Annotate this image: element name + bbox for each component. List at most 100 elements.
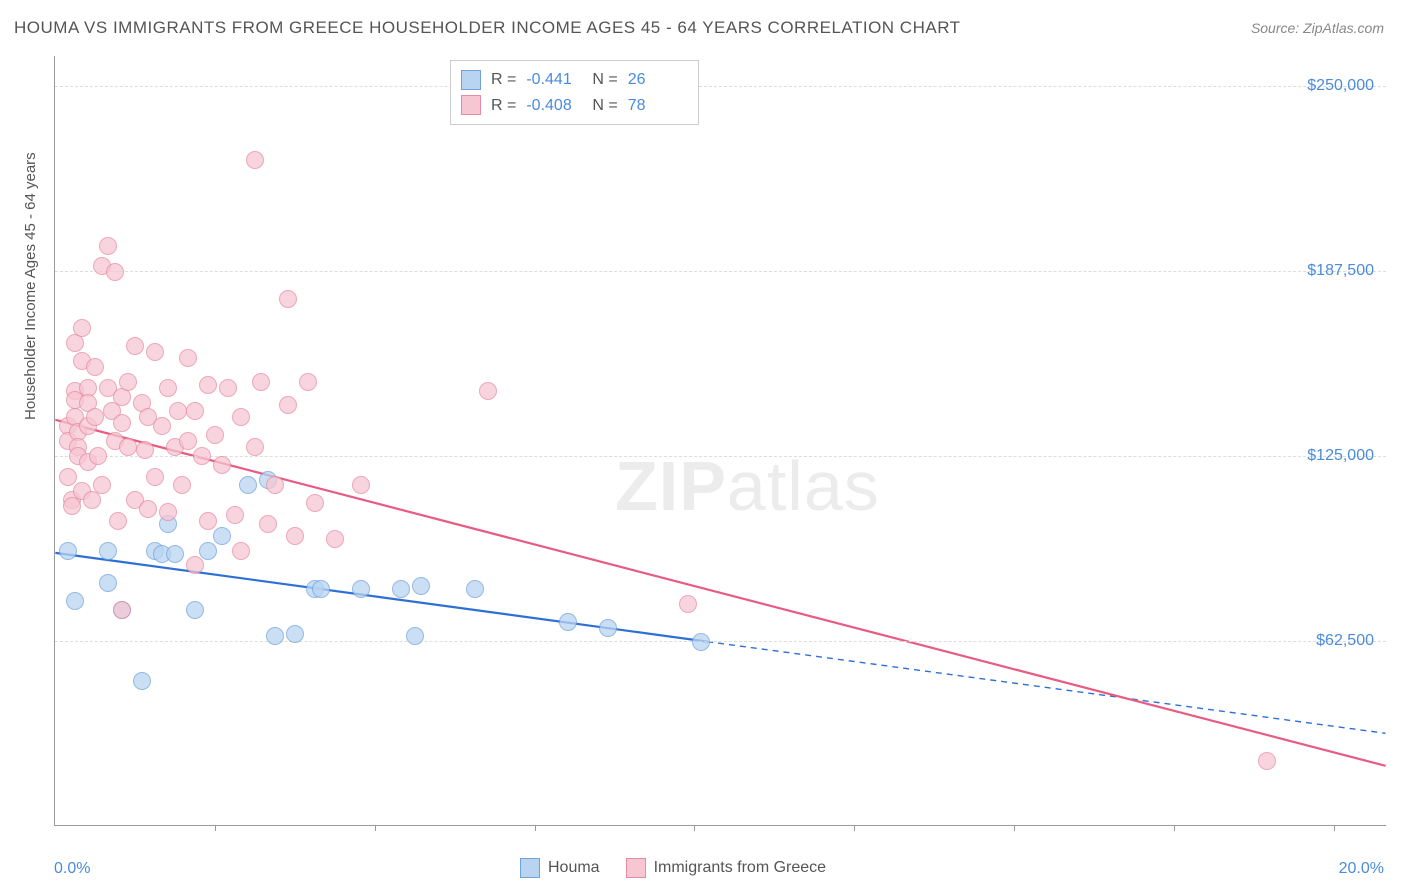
data-point bbox=[119, 438, 137, 456]
data-point bbox=[352, 476, 370, 494]
data-point bbox=[232, 408, 250, 426]
data-point bbox=[232, 542, 250, 560]
data-point bbox=[286, 527, 304, 545]
data-point bbox=[186, 402, 204, 420]
data-point bbox=[89, 447, 107, 465]
data-point bbox=[136, 441, 154, 459]
data-point bbox=[166, 545, 184, 563]
watermark: ZIPatlas bbox=[615, 446, 880, 526]
data-point bbox=[279, 290, 297, 308]
data-point bbox=[266, 627, 284, 645]
data-point bbox=[99, 237, 117, 255]
r-label: R = bbox=[491, 67, 516, 93]
data-point bbox=[559, 613, 577, 631]
x-axis-start: 0.0% bbox=[54, 860, 90, 878]
x-tick bbox=[1334, 825, 1335, 831]
y-tick-label: $187,500 bbox=[1307, 262, 1374, 280]
chart-plot-area: ZIPatlas $62,500$125,000$187,500$250,000 bbox=[54, 56, 1386, 826]
data-point bbox=[406, 627, 424, 645]
data-point bbox=[299, 373, 317, 391]
data-point bbox=[113, 601, 131, 619]
data-point bbox=[326, 530, 344, 548]
data-point bbox=[412, 577, 430, 595]
x-tick bbox=[375, 825, 376, 831]
legend-label: Immigrants from Greece bbox=[654, 859, 826, 877]
data-point bbox=[186, 556, 204, 574]
data-point bbox=[99, 542, 117, 560]
data-point bbox=[213, 527, 231, 545]
data-point bbox=[213, 456, 231, 474]
legend-label: Houma bbox=[548, 859, 600, 877]
data-point bbox=[466, 580, 484, 598]
data-point bbox=[312, 580, 330, 598]
swatch-icon bbox=[461, 70, 481, 90]
gridline bbox=[55, 641, 1386, 642]
n-label: N = bbox=[592, 67, 617, 93]
n-label: N = bbox=[592, 93, 617, 119]
data-point bbox=[59, 468, 77, 486]
data-point bbox=[93, 476, 111, 494]
data-point bbox=[109, 512, 127, 530]
data-point bbox=[66, 592, 84, 610]
data-point bbox=[252, 373, 270, 391]
x-tick bbox=[1174, 825, 1175, 831]
data-point bbox=[266, 476, 284, 494]
data-point bbox=[153, 417, 171, 435]
data-point bbox=[146, 468, 164, 486]
data-point bbox=[226, 506, 244, 524]
y-tick-label: $125,000 bbox=[1307, 447, 1374, 465]
data-point bbox=[306, 494, 324, 512]
data-point bbox=[113, 414, 131, 432]
data-point bbox=[193, 447, 211, 465]
data-point bbox=[99, 574, 117, 592]
data-point bbox=[352, 580, 370, 598]
legend-row: R = -0.408 N = 78 bbox=[461, 93, 684, 119]
legend-item-greece: Immigrants from Greece bbox=[626, 858, 826, 878]
data-point bbox=[179, 349, 197, 367]
data-point bbox=[679, 595, 697, 613]
data-point bbox=[139, 500, 157, 518]
data-point bbox=[186, 601, 204, 619]
x-tick bbox=[535, 825, 536, 831]
data-point bbox=[246, 438, 264, 456]
data-point bbox=[392, 580, 410, 598]
data-point bbox=[692, 633, 710, 651]
data-point bbox=[1258, 752, 1276, 770]
data-point bbox=[239, 476, 257, 494]
data-point bbox=[169, 402, 187, 420]
gridline bbox=[55, 271, 1386, 272]
x-tick bbox=[215, 825, 216, 831]
data-point bbox=[86, 408, 104, 426]
source-attribution: Source: ZipAtlas.com bbox=[1251, 20, 1384, 36]
r-value: -0.441 bbox=[526, 67, 582, 93]
x-tick bbox=[694, 825, 695, 831]
x-axis-end: 20.0% bbox=[1339, 860, 1384, 878]
chart-title: HOUMA VS IMMIGRANTS FROM GREECE HOUSEHOL… bbox=[14, 18, 961, 38]
x-tick bbox=[854, 825, 855, 831]
r-value: -0.408 bbox=[526, 93, 582, 119]
data-point bbox=[59, 542, 77, 560]
n-value: 78 bbox=[628, 93, 684, 119]
gridline bbox=[55, 86, 1386, 87]
series-legend: Houma Immigrants from Greece bbox=[520, 858, 826, 878]
data-point bbox=[286, 625, 304, 643]
data-point bbox=[599, 619, 617, 637]
data-point bbox=[159, 503, 177, 521]
data-point bbox=[173, 476, 191, 494]
data-point bbox=[199, 376, 217, 394]
data-point bbox=[206, 426, 224, 444]
swatch-icon bbox=[520, 858, 540, 878]
n-value: 26 bbox=[628, 67, 684, 93]
y-axis-label: Householder Income Ages 45 - 64 years bbox=[22, 152, 39, 420]
r-label: R = bbox=[491, 93, 516, 119]
data-point bbox=[179, 432, 197, 450]
data-point bbox=[199, 542, 217, 560]
correlation-legend: R = -0.441 N = 26 R = -0.408 N = 78 bbox=[450, 60, 699, 125]
data-point bbox=[479, 382, 497, 400]
swatch-icon bbox=[626, 858, 646, 878]
data-point bbox=[199, 512, 217, 530]
data-point bbox=[119, 373, 137, 391]
data-point bbox=[106, 263, 124, 281]
gridline bbox=[55, 456, 1386, 457]
y-tick-label: $62,500 bbox=[1316, 632, 1374, 650]
